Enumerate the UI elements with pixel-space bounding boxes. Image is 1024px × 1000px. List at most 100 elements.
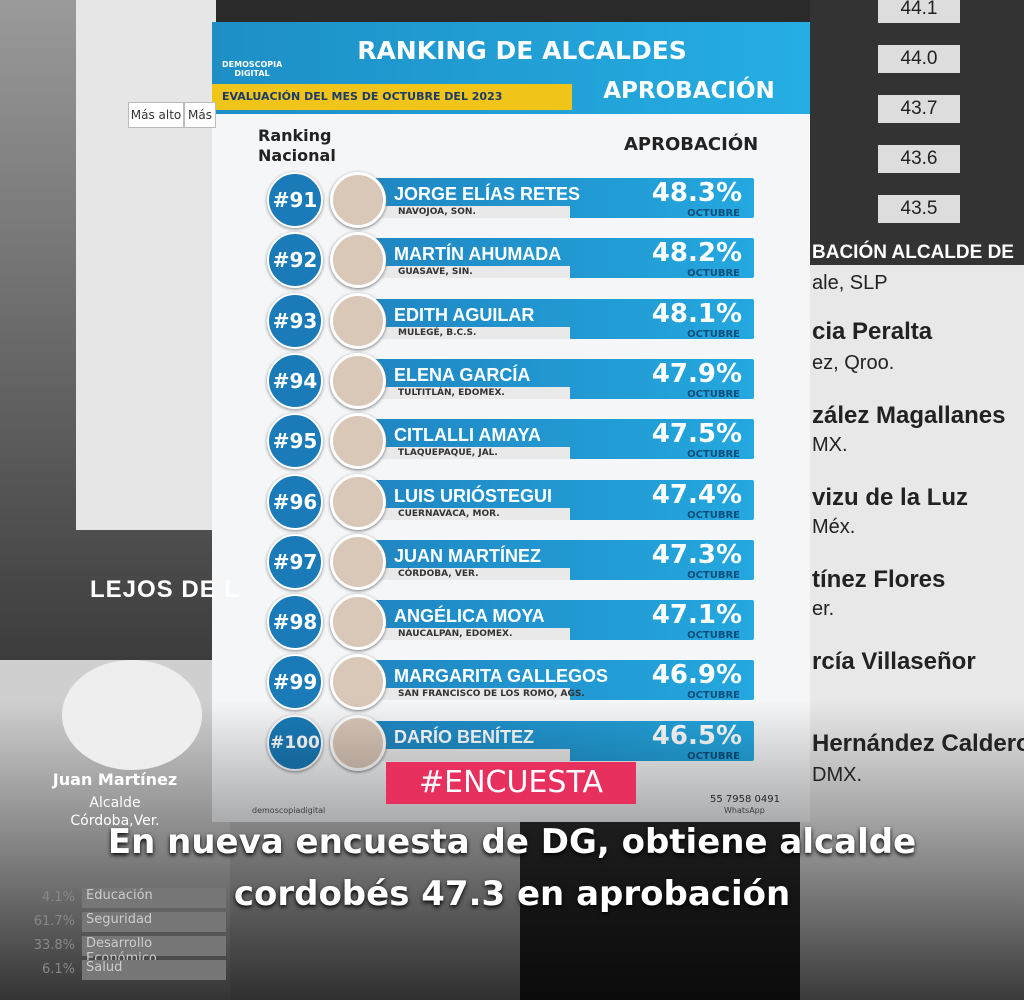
value: 47.5% [651,419,742,450]
photo [330,232,386,289]
bg-line: ale, SLP [812,272,888,294]
column-rank: Nacional [258,146,336,165]
month: OCTUBRE [687,630,740,642]
place-bar [362,266,570,279]
column-value: APROBACIÓN [624,134,759,155]
bg-line: MX. [812,434,848,456]
rank-badge: #94 [267,352,323,409]
bg-line: DMX. [812,764,862,786]
rank-badge: #96 [267,473,323,530]
place-bar [362,507,570,520]
bg-line: er. [812,598,835,620]
place: CÓRDOBA, VER. [398,568,479,579]
bg-line: Méx. [812,516,856,538]
place: GUASAVE, SIN. [398,267,473,278]
photo [330,533,386,590]
photo [330,594,386,651]
bg-value: 43.6 [878,145,960,173]
bg-line: rcía Villaseñor [812,648,976,675]
name: EDITH AGUILAR [394,304,535,325]
photo [330,352,386,409]
place: TLAQUEPAQUE, JAL. [398,448,498,459]
value: 47.3% [651,539,742,570]
subtitle: EVALUACIÓN DEL MES DE OCTUBRE DEL 2023 [222,90,503,103]
bg-line: cia Peralta [812,318,933,345]
bg-pct: 4.1% [41,890,75,905]
month: OCTUBRE [687,509,740,521]
headline: En nueva encuesta de DG, obtiene alcalde [107,822,917,862]
logo-mark [234,28,270,64]
photo [330,292,386,349]
bg-button: Más [184,102,216,128]
month: OCTUBRE [687,690,740,702]
value: 48.1% [651,298,742,329]
bg-line: vizu de la Luz [812,484,969,511]
ranking-card: DEMOSCOPIA DIGITAL RANKING DE ALCALDES EVA… [212,22,810,822]
bg-item: Salud [82,960,226,980]
rank-badge: #91 [267,172,323,228]
value: 46.9% [651,660,742,691]
place-bar [362,688,570,701]
tag: #ENCUESTA [386,762,636,804]
month: OCTUBRE [687,268,740,280]
rank-badge: #93 [267,292,323,349]
name: LUIS URIÓSTEGUI [394,485,553,506]
bg-value: 44.0 [878,45,960,73]
bg-pct: 6.1% [41,962,75,977]
value: 47.1% [651,600,742,631]
place: CUERNAVACA, MOR. [398,508,500,519]
bg-pct: 61.7% [33,914,75,929]
bg-value: 43.7 [878,95,960,123]
metric: APROBACIÓN [603,78,775,104]
place-bar [362,326,570,339]
value: 48.3% [651,178,742,208]
photo [330,172,386,228]
rank-badge: #97 [267,533,323,590]
rank-badge: #92 [267,232,323,289]
headline: cordobés 47.3 en aprobación [233,874,791,914]
value: 48.2% [651,238,742,269]
place: SAN FRANCISCO DE LOS ROMO, AGS. [398,689,585,700]
bg-right-dark [810,0,1024,265]
place-bar [362,567,570,580]
month: OCTUBRE [687,388,740,400]
place: NAUCALPAN, EDOMEX. [398,629,513,640]
photo [330,413,386,470]
bg-photo [62,660,202,770]
bg-item: Seguridad [82,912,226,932]
bg-line: zález Magallanes [812,402,1006,429]
month: OCTUBRE [687,449,740,461]
bg-button: Más alto [128,102,184,128]
bg-heading: BACIÓN ALCALDE DE [812,242,1014,263]
title: RANKING DE ALCALDES [357,36,687,65]
place-bar [362,386,570,399]
bg-line: tínez Flores [812,566,946,593]
bg-pct: 33.8% [33,938,75,953]
place-bar [362,206,570,218]
bg-line: Hernández Caldero [812,730,1024,757]
place: TULTITLÁN, EDOMEX. [398,387,505,398]
place-bar [362,447,570,460]
subtitle-band [212,84,572,110]
name: ELENA GARCÍA [394,364,531,385]
name: JUAN MARTÍNEZ [394,545,541,566]
bg-item: Educación [82,888,226,908]
name: MARGARITA GALLEGOS [394,666,608,687]
bg-caption: LEJOS DE L [90,576,241,603]
bg-value: 43.5 [878,195,960,223]
bg-role: Córdoba,Ver. [70,813,160,829]
month: OCTUBRE [687,208,740,219]
value: 47.9% [651,358,742,389]
bg-value: 44.1 [878,0,960,23]
place-bar [362,628,570,641]
name: JORGE ELÍAS RETES [394,184,581,204]
name: MARTÍN AHUMADA [394,244,562,265]
bg-left-panel [76,0,216,530]
rank-badge: #98 [267,594,323,651]
month: OCTUBRE [687,328,740,340]
place: NAVOJOA, SON. [398,207,476,217]
bg-line: ez, Qroo. [812,352,895,374]
bg-role: Alcalde [89,795,141,811]
value: 47.4% [651,479,742,510]
